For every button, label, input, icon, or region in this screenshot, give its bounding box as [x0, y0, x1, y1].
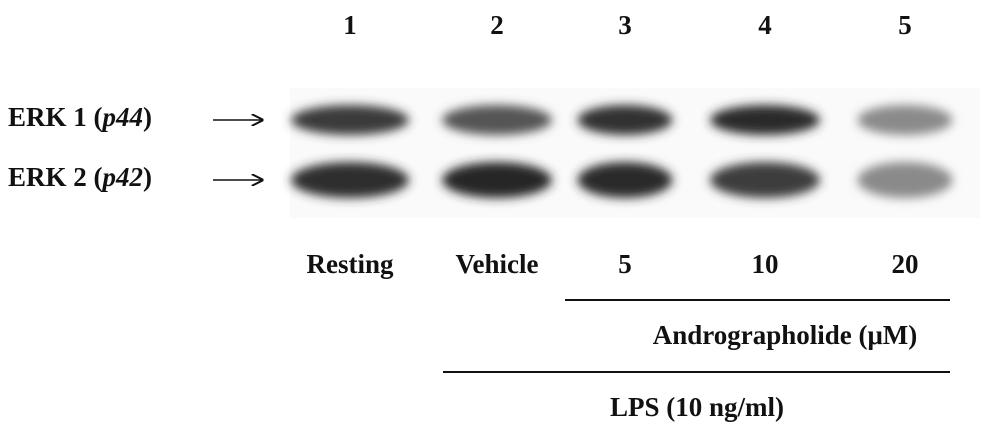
row-label: ERK 1 (p44) — [8, 102, 152, 132]
lane-condition: 10 — [752, 249, 779, 279]
lane-number: 2 — [490, 10, 504, 40]
band — [442, 162, 552, 198]
band — [291, 162, 409, 198]
band — [710, 162, 820, 198]
stimulus-label: LPS (10 ng/ml) — [610, 392, 784, 422]
row-label-isoform: p44 — [101, 102, 144, 132]
row-label-suffix: ) — [143, 102, 152, 132]
band — [858, 162, 953, 198]
lane-number: 4 — [758, 10, 772, 40]
lane-number: 1 — [343, 10, 357, 40]
lane-condition: 5 — [618, 249, 632, 279]
band — [858, 105, 953, 135]
row-label-suffix: ) — [143, 162, 152, 192]
lane-number: 3 — [618, 10, 632, 40]
western-blot-figure: Andrographolide (μM) LPS (10 ng/ml) 1 Res… — [0, 0, 990, 428]
lane-condition: 20 — [892, 249, 919, 279]
band — [578, 162, 673, 198]
lane-number: 5 — [898, 10, 912, 40]
row-label-prefix: ERK 1 ( — [8, 102, 103, 132]
band — [578, 105, 673, 135]
band — [291, 105, 409, 135]
row-label-prefix: ERK 2 ( — [8, 162, 103, 192]
treatment-label: Andrographolide (μM) — [653, 320, 918, 350]
band — [442, 105, 552, 135]
band — [710, 105, 820, 135]
lane-condition: Resting — [307, 249, 394, 279]
row-label: ERK 2 (p42) — [8, 162, 152, 192]
lane-condition: Vehicle — [456, 249, 539, 279]
row-label-isoform: p42 — [101, 162, 144, 192]
